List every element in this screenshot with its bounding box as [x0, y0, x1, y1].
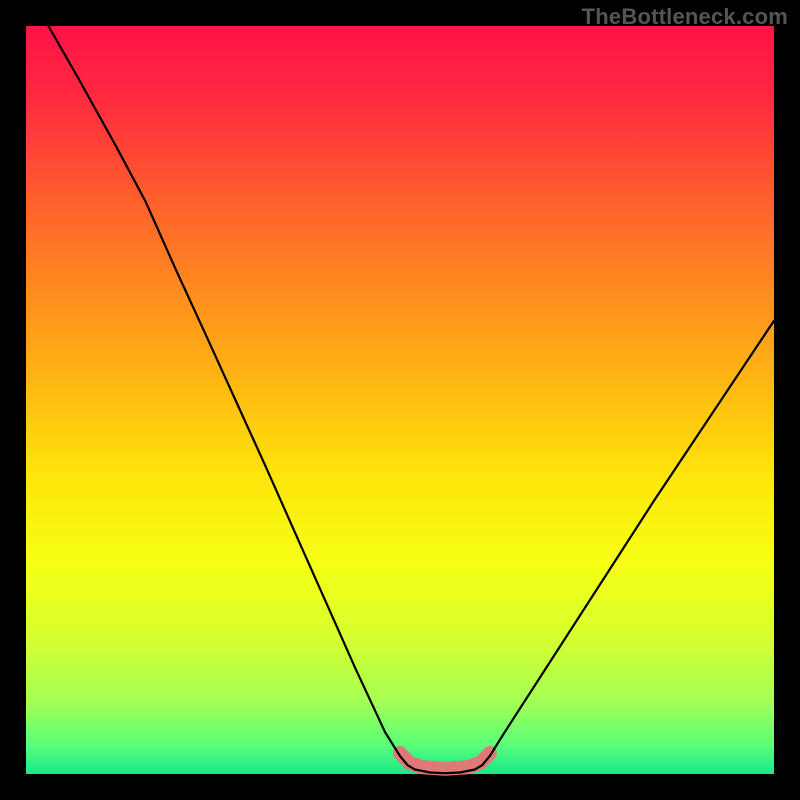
watermark-text: TheBottleneck.com — [582, 4, 788, 30]
chart-background — [26, 26, 774, 774]
chart-frame — [0, 0, 800, 800]
chart-svg — [0, 0, 800, 800]
